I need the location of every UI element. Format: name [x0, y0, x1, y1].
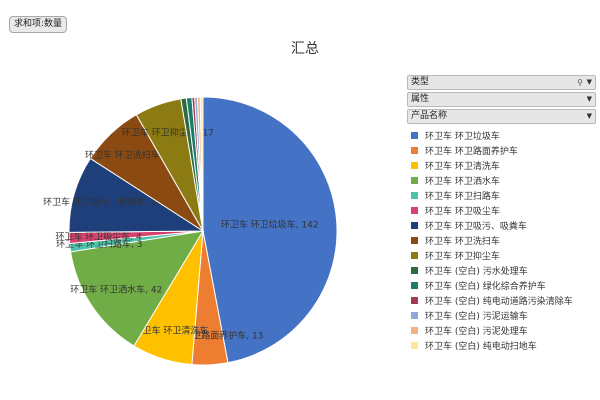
- legend-swatch: [411, 132, 418, 139]
- legend-swatch: [411, 147, 418, 154]
- filter-panel: 类型 ⚲ ▼ 属性 ▼ 产品名称 ▼: [407, 75, 596, 126]
- legend-label: 环卫车 环卫洗扫车: [425, 237, 500, 247]
- pie-slice: [68, 157, 205, 233]
- slice-label: 环卫车 环卫垃圾车, 142: [221, 219, 319, 231]
- legend-item[interactable]: 环卫车 (空白) 绿化综合养护车: [411, 278, 600, 293]
- legend-swatch: [411, 297, 418, 304]
- legend-label: 环卫车 环卫垃圾车: [425, 132, 500, 142]
- legend-swatch: [411, 267, 418, 274]
- legend-swatch: [411, 222, 418, 229]
- legend-swatch: [411, 192, 418, 199]
- legend-item[interactable]: 环卫车 环卫洒水车: [411, 173, 600, 188]
- legend-label: 环卫车 环卫抑尘车: [425, 252, 500, 262]
- chart-legend: 环卫车 环卫垃圾车 环卫车 环卫路面养护车 环卫车 环卫清洗车 环卫车 环卫洒水车 环卫…: [411, 128, 600, 353]
- filter-product-button[interactable]: 产品名称 ▼: [407, 109, 596, 124]
- legend-swatch: [411, 177, 418, 184]
- legend-label: 环卫车 环卫路面养护车: [425, 147, 518, 157]
- legend-label: 环卫车 (空白) 绿化综合养护车: [425, 282, 546, 292]
- funnel-icon: ⚲: [577, 78, 583, 87]
- legend-swatch: [411, 282, 418, 289]
- pie-slice: [199, 96, 204, 232]
- legend-swatch: [411, 327, 418, 334]
- slice-label: 环卫车 环卫吸尘车, 4: [55, 230, 142, 242]
- slice-label: 环卫车 环卫洗扫车, 23: [85, 149, 177, 161]
- legend-item[interactable]: 环卫车 环卫吸尘车: [411, 203, 600, 218]
- legend-swatch: [411, 237, 418, 244]
- chevron-down-icon: ▼: [586, 95, 592, 103]
- legend-item[interactable]: 环卫车 环卫扫路车: [411, 188, 600, 203]
- legend-item[interactable]: 环卫车 环卫清洗车: [411, 158, 600, 173]
- pie-slice: [202, 96, 338, 364]
- legend-item[interactable]: 环卫车 环卫垃圾车: [411, 128, 600, 143]
- chevron-down-icon: ▼: [586, 112, 592, 120]
- filter-type-label: 类型: [411, 77, 430, 87]
- legend-swatch: [411, 252, 418, 259]
- chart-title: 汇总: [291, 41, 319, 57]
- slice-label: 环卫车 环卫清洗车: [133, 325, 208, 337]
- chevron-down-icon: ▼: [586, 78, 592, 86]
- legend-item[interactable]: 环卫车 (空白) 污水处理车: [411, 263, 600, 278]
- legend-swatch: [411, 342, 418, 349]
- legend-label: 环卫车 环卫扫路车: [425, 192, 500, 202]
- legend-item[interactable]: 环卫车 环卫抑尘车: [411, 248, 600, 263]
- legend-label: 环卫车 (空白) 纯电动道路污染清除车: [425, 297, 573, 307]
- legend-item[interactable]: 环卫车 (空白) 纯电动道路污染清除车: [411, 293, 600, 308]
- filter-attribute-label: 属性: [411, 94, 430, 104]
- slice-label: 环卫车 环卫吸污、吸粪车, 28: [43, 196, 162, 208]
- filter-product-label: 产品名称: [411, 111, 448, 121]
- legend-label: 环卫车 环卫洒水车: [425, 177, 500, 187]
- legend-label: 环卫车 (空白) 纯电动扫地车: [425, 342, 537, 352]
- slice-label: 环卫车 环卫洒水车, 42: [70, 283, 162, 295]
- legend-item[interactable]: 环卫车 (空白) 纯电动扫地车: [411, 338, 600, 353]
- filter-type-button[interactable]: 类型 ⚲ ▼: [407, 75, 596, 90]
- filter-attribute-button[interactable]: 属性 ▼: [407, 92, 596, 107]
- legend-label: 环卫车 (空白) 污泥运输车: [425, 312, 528, 322]
- legend-item[interactable]: 环卫车 环卫吸污、吸粪车: [411, 218, 600, 233]
- legend-swatch: [411, 207, 418, 214]
- legend-item[interactable]: 环卫车 环卫洗扫车: [411, 233, 600, 248]
- value-field-chip[interactable]: 求和项:数量: [9, 16, 68, 33]
- legend-label: 环卫车 环卫吸尘车: [425, 207, 500, 217]
- legend-label: 环卫车 环卫清洗车: [425, 162, 500, 172]
- legend-label: 环卫车 (空白) 污水处理车: [425, 267, 528, 277]
- pie-slice: [70, 230, 204, 347]
- legend-label: 环卫车 (空白) 污泥处理车: [425, 327, 528, 337]
- legend-swatch: [411, 162, 418, 169]
- legend-item[interactable]: 环卫车 环卫路面养护车: [411, 143, 600, 158]
- legend-swatch: [411, 312, 418, 319]
- legend-item[interactable]: 环卫车 (空白) 污泥处理车: [411, 323, 600, 338]
- legend-item[interactable]: 环卫车 (空白) 污泥运输车: [411, 308, 600, 323]
- legend-label: 环卫车 环卫吸污、吸粪车: [425, 222, 527, 232]
